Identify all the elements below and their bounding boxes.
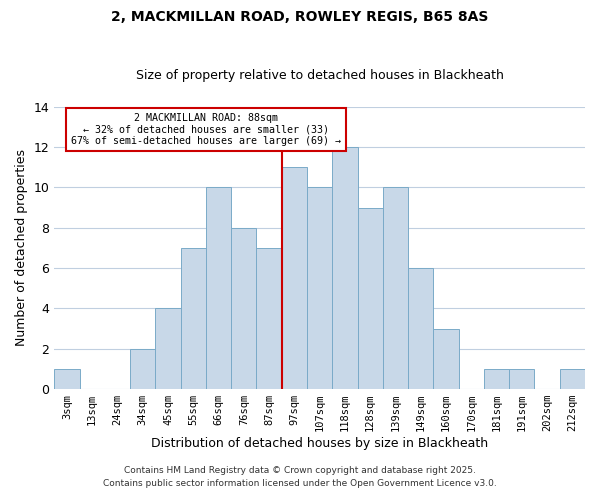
Bar xyxy=(155,308,181,389)
X-axis label: Distribution of detached houses by size in Blackheath: Distribution of detached houses by size … xyxy=(151,437,488,450)
Text: Contains HM Land Registry data © Crown copyright and database right 2025.
Contai: Contains HM Land Registry data © Crown c… xyxy=(103,466,497,487)
Bar xyxy=(509,369,535,389)
Bar xyxy=(307,188,332,389)
Bar xyxy=(358,208,383,389)
Bar xyxy=(560,369,585,389)
Bar xyxy=(256,248,282,389)
Bar xyxy=(433,328,458,389)
Bar xyxy=(383,188,408,389)
Bar xyxy=(282,168,307,389)
Bar xyxy=(130,349,155,389)
Y-axis label: Number of detached properties: Number of detached properties xyxy=(15,150,28,346)
Title: Size of property relative to detached houses in Blackheath: Size of property relative to detached ho… xyxy=(136,69,503,82)
Bar xyxy=(231,228,256,389)
Text: 2 MACKMILLAN ROAD: 88sqm
← 32% of detached houses are smaller (33)
67% of semi-d: 2 MACKMILLAN ROAD: 88sqm ← 32% of detach… xyxy=(71,113,341,146)
Bar xyxy=(408,268,433,389)
Bar xyxy=(181,248,206,389)
Bar xyxy=(54,369,80,389)
Text: 2, MACKMILLAN ROAD, ROWLEY REGIS, B65 8AS: 2, MACKMILLAN ROAD, ROWLEY REGIS, B65 8A… xyxy=(112,10,488,24)
Bar xyxy=(332,147,358,389)
Bar xyxy=(206,188,231,389)
Bar xyxy=(484,369,509,389)
